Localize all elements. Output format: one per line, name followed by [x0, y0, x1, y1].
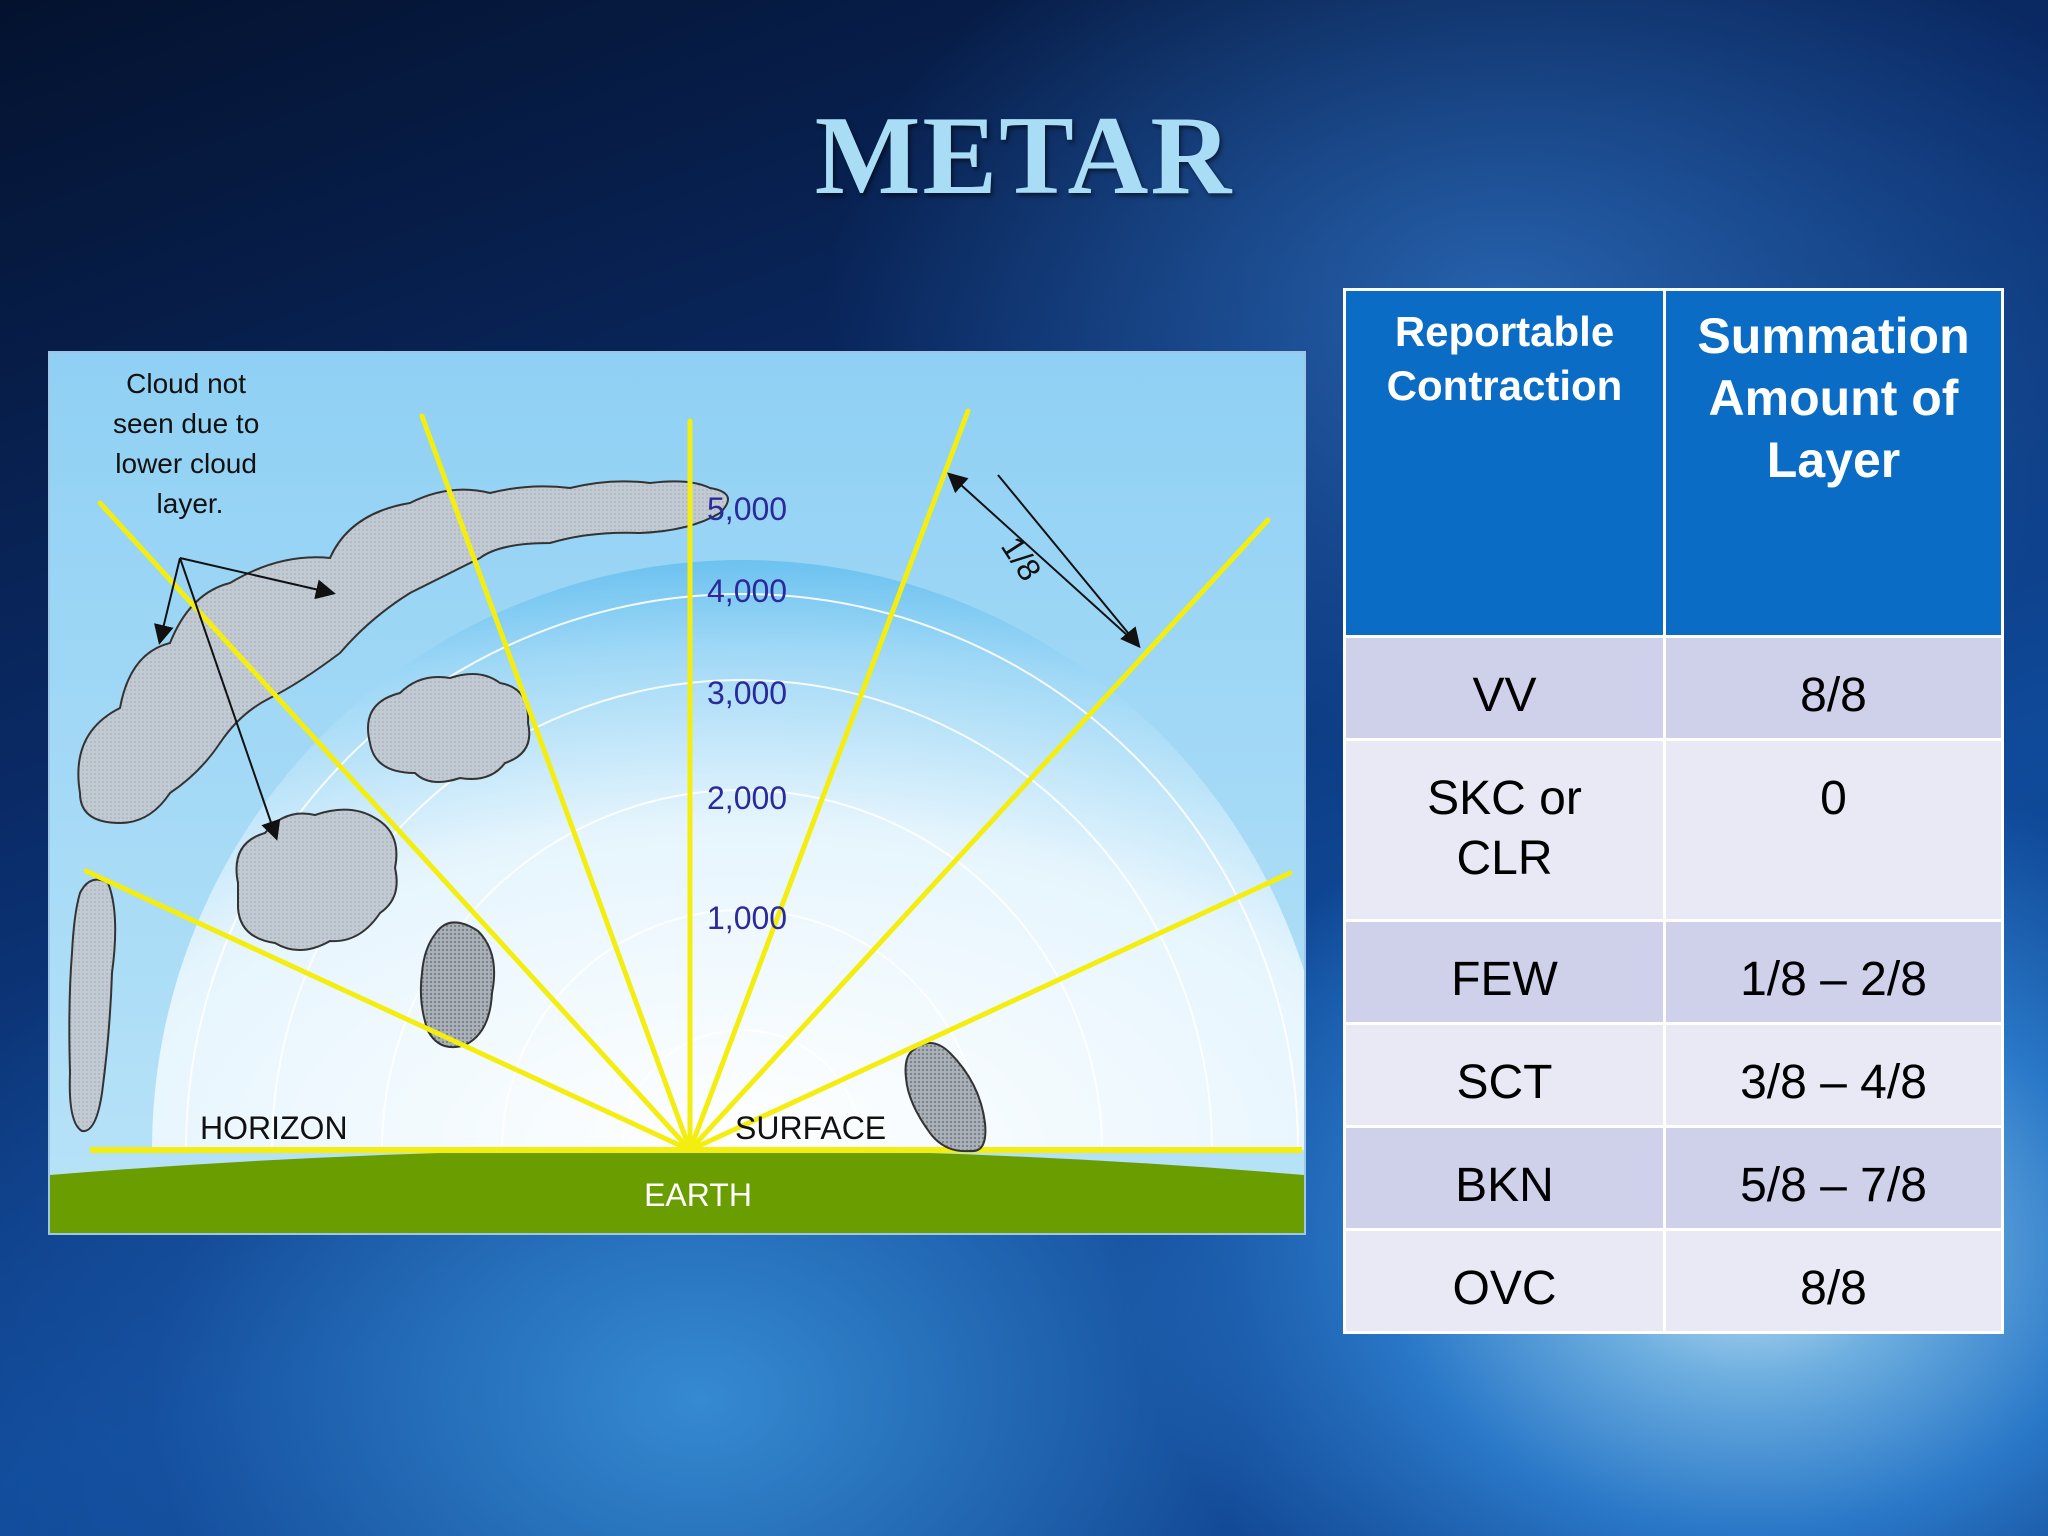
amount-cell: 1/8 – 2/8 [1663, 919, 2004, 1025]
contraction-cell: OVC [1343, 1228, 1666, 1334]
horizon-label: HORIZON [200, 1110, 348, 1146]
cloud-cover-table: Reportable Contraction Summation Amount … [1343, 288, 2004, 1334]
amount-cell: 8/8 [1663, 635, 2004, 741]
callout-line-2: seen due to [113, 408, 259, 439]
stratus-cloud-layer [77, 480, 729, 825]
table-row: SCT 3/8 – 4/8 [1343, 1022, 2004, 1128]
altitude-label: 3,000 [707, 675, 787, 711]
contraction-cell: SCT [1343, 1022, 1666, 1128]
contraction-cell: FEW [1343, 919, 1666, 1025]
callout-arrows [154, 472, 1141, 841]
header-summation-amount: Summation Amount of Layer [1663, 288, 2004, 638]
slide-title: METAR [814, 94, 1234, 218]
amount-cell: 3/8 – 4/8 [1663, 1022, 2004, 1128]
table-header-row: Reportable Contraction Summation Amount … [1343, 288, 2004, 638]
contraction-cell: BKN [1343, 1125, 1666, 1231]
contraction-cell: VV [1343, 635, 1666, 741]
surface-label: SURFACE [735, 1110, 886, 1146]
vertical-cloud-left [68, 878, 117, 1133]
table-row: FEW 1/8 – 2/8 [1343, 919, 2004, 1025]
altitude-label: 5,000 [707, 491, 787, 527]
amount-cell: 8/8 [1663, 1228, 2004, 1334]
callout-line-3: lower cloud [115, 448, 257, 479]
table-row: VV 8/8 [1343, 635, 2004, 741]
callout-text: Cloud not seen due to lower cloud layer. [113, 368, 267, 519]
table-row: OVC 8/8 [1343, 1228, 2004, 1334]
altitude-labels: 5,000 4,000 3,000 2,000 1,000 [707, 491, 787, 936]
altitude-label: 1,000 [707, 900, 787, 936]
contraction-cell: SKC or CLR [1343, 738, 1666, 922]
table-row: SKC or CLR 0 [1343, 738, 2004, 922]
earth-label: EARTH [644, 1177, 752, 1213]
altitude-label: 4,000 [707, 573, 787, 609]
callout-line-1: Cloud not [126, 368, 246, 399]
cumulus-cloud-1 [367, 673, 531, 783]
altitude-label: 2,000 [707, 780, 787, 816]
earth-ground [50, 1149, 1304, 1233]
cloud-coverage-diagram: Cloud not seen due to lower cloud layer.… [48, 351, 1306, 1235]
header-reportable-contraction: Reportable Contraction [1343, 288, 1666, 638]
surface-cloud-dark [904, 1042, 987, 1153]
amount-cell: 5/8 – 7/8 [1663, 1125, 2004, 1231]
amount-cell: 0 [1663, 738, 2004, 922]
callout-line-4: layer. [157, 488, 224, 519]
table-row: BKN 5/8 – 7/8 [1343, 1125, 2004, 1231]
